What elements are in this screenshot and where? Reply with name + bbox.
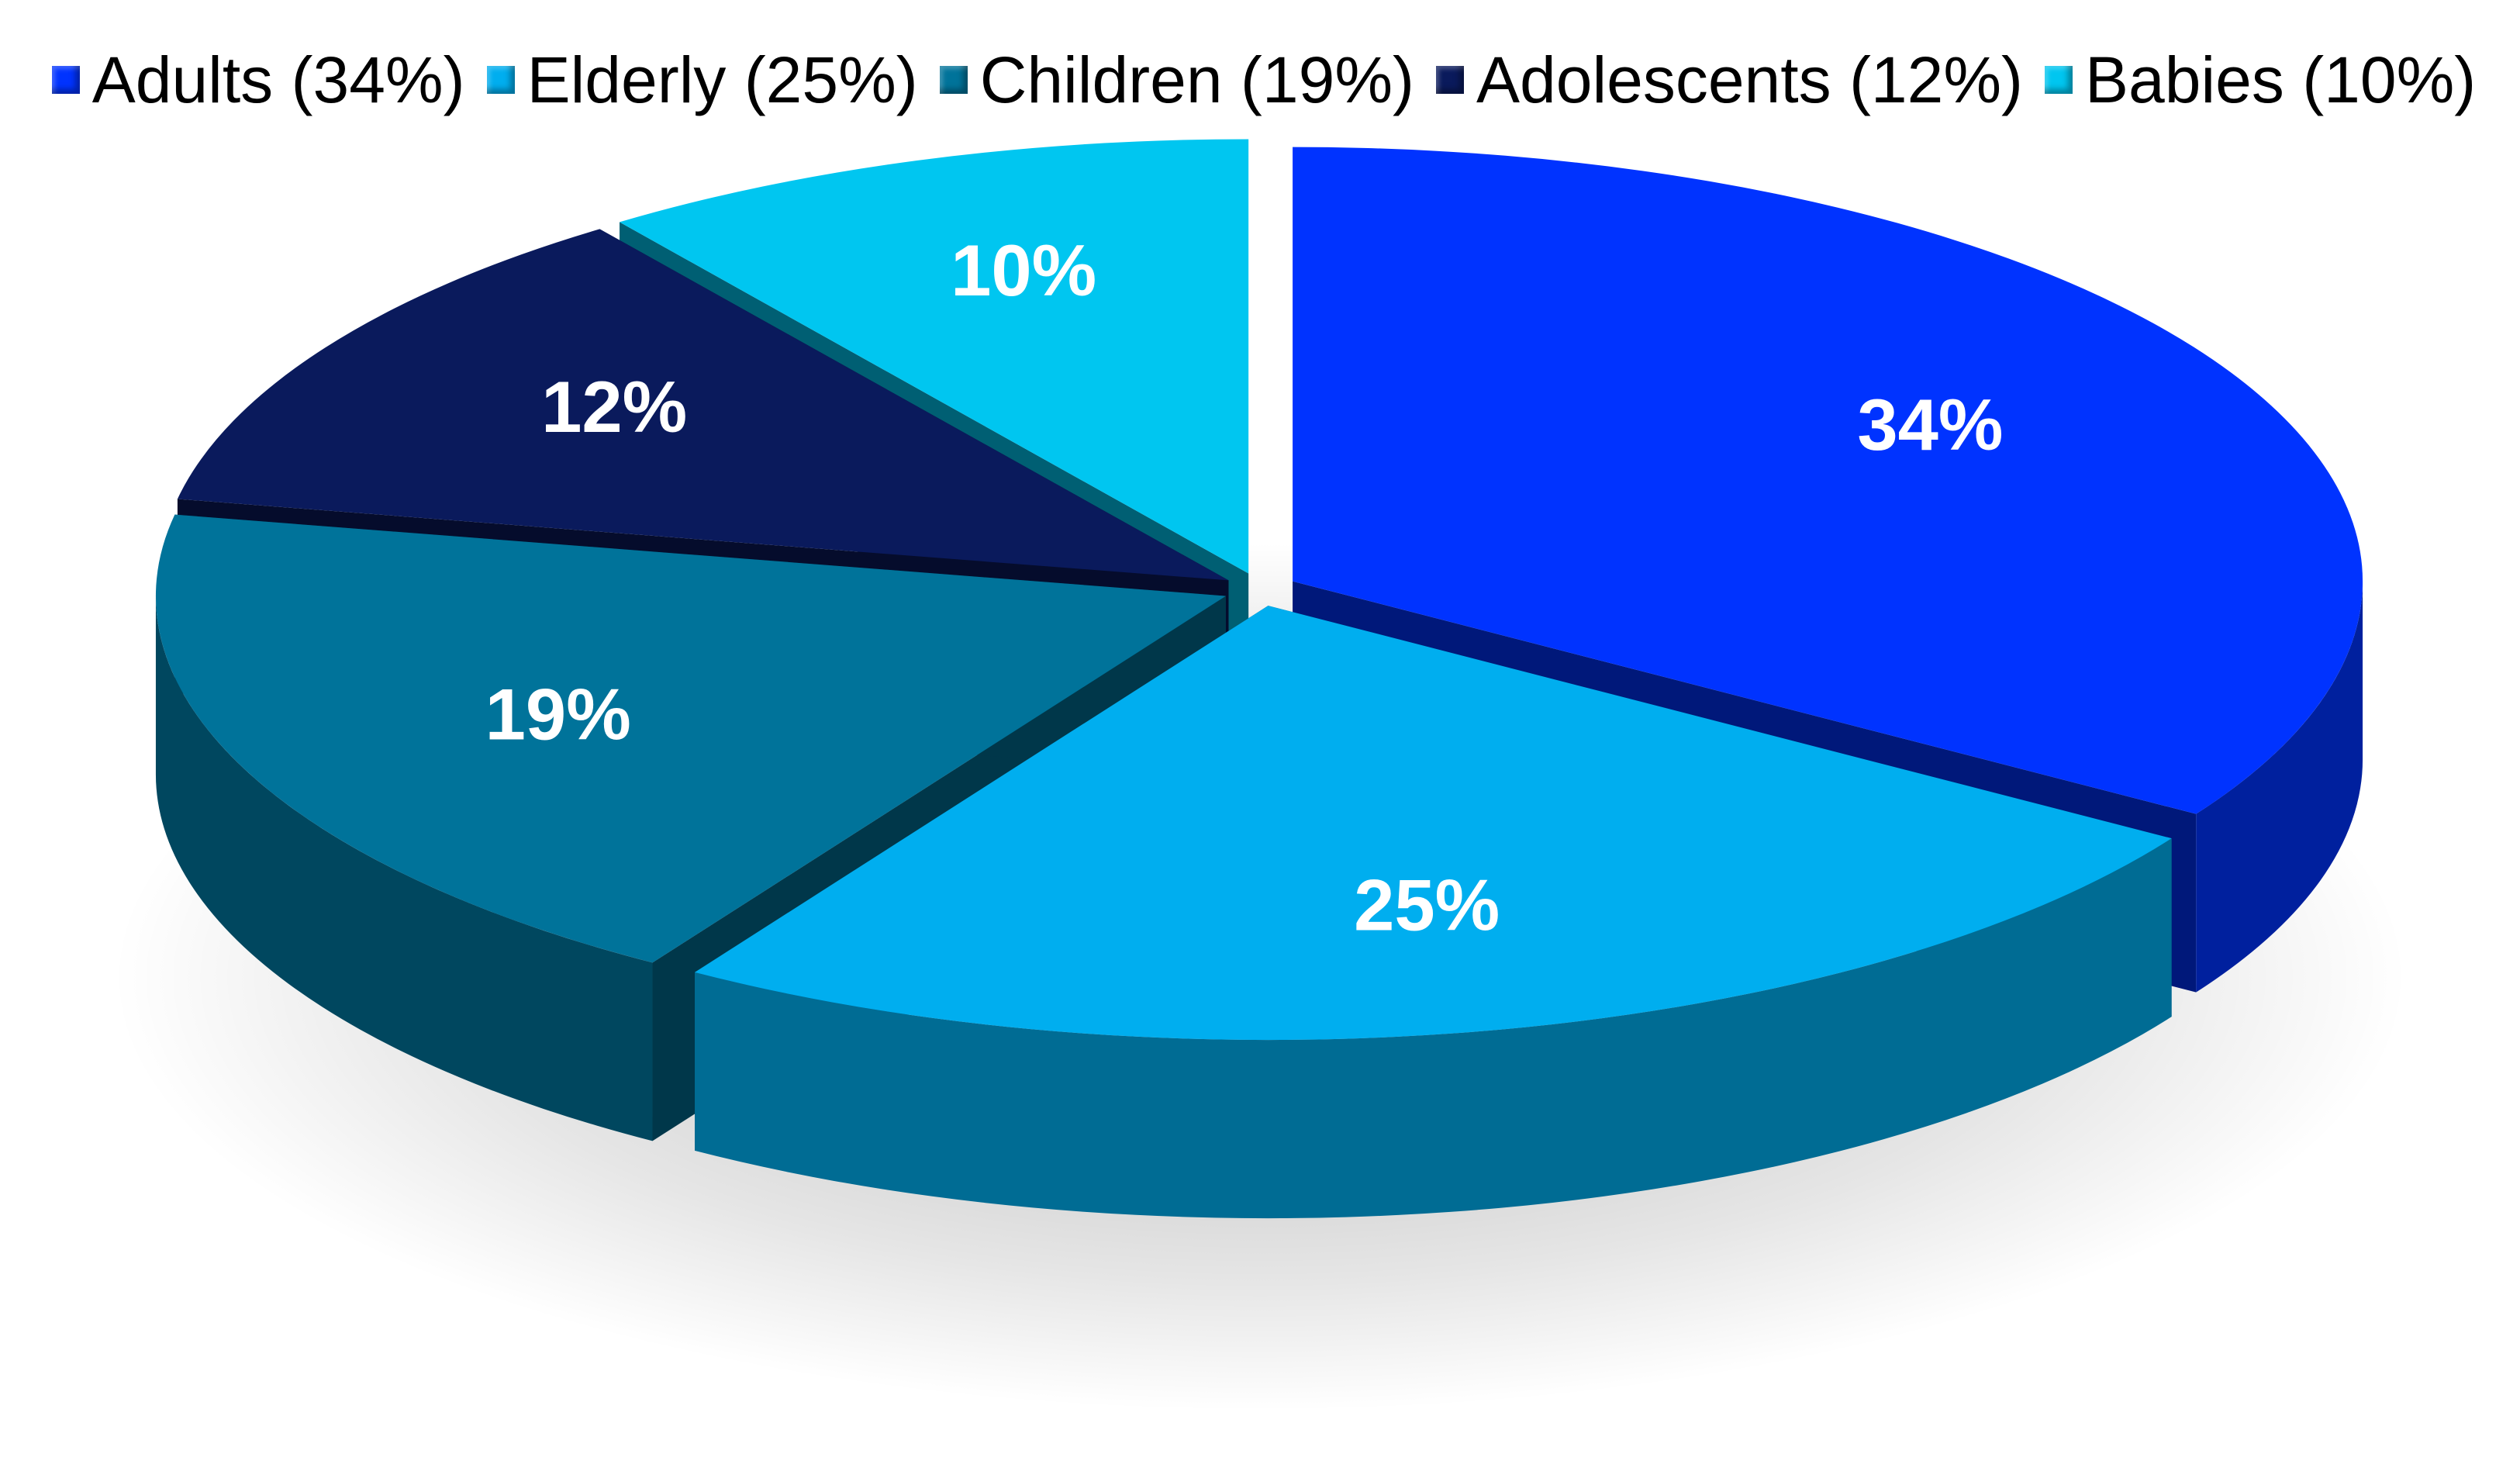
- legend-swatch-children: [939, 66, 968, 94]
- data-label-adolescents: 12%: [541, 366, 687, 447]
- slice-babies-top: [620, 139, 1249, 574]
- data-label-elderly: 25%: [1354, 864, 1500, 945]
- legend-item-children: Children (19%): [939, 43, 1414, 118]
- legend-item-adults: Adults (34%): [51, 43, 465, 118]
- slice-elderly-top: [695, 606, 2172, 1041]
- legend-swatch-adults: [51, 66, 80, 94]
- slice-elderly: [695, 606, 2172, 1219]
- legend-swatch-elderly: [486, 66, 515, 94]
- legend-label-babies: Babies (10%): [2085, 43, 2477, 116]
- legend-label-adults: Adults (34%): [91, 43, 465, 116]
- slice-children-side: [155, 596, 653, 1141]
- slice-adults-side: [2196, 581, 2363, 993]
- slice-children-top: [155, 514, 1226, 963]
- legend-label-adolescents: Adolescents (12%): [1476, 43, 2024, 116]
- legend-swatch-babies: [2045, 66, 2073, 94]
- slice-adults-top: [1293, 147, 2363, 814]
- legend-label-children: Children (19%): [979, 43, 1414, 116]
- slice-adolescents-top: [177, 229, 1229, 581]
- legend: Adults (34%) Elderly (25%) Children (19%…: [31, 29, 2497, 130]
- data-label-children: 19%: [485, 674, 631, 755]
- legend-item-elderly: Elderly (25%): [486, 43, 918, 118]
- data-label-adults: 34%: [1857, 384, 2003, 465]
- slice-elderly-side: [695, 838, 2172, 1219]
- data-label-babies: 10%: [951, 230, 1096, 311]
- legend-label-elderly: Elderly (25%): [526, 43, 918, 116]
- legend-swatch-adolescents: [1436, 66, 1464, 94]
- legend-item-babies: Babies (10%): [2045, 43, 2476, 118]
- legend-item-adolescents: Adolescents (12%): [1436, 43, 2023, 118]
